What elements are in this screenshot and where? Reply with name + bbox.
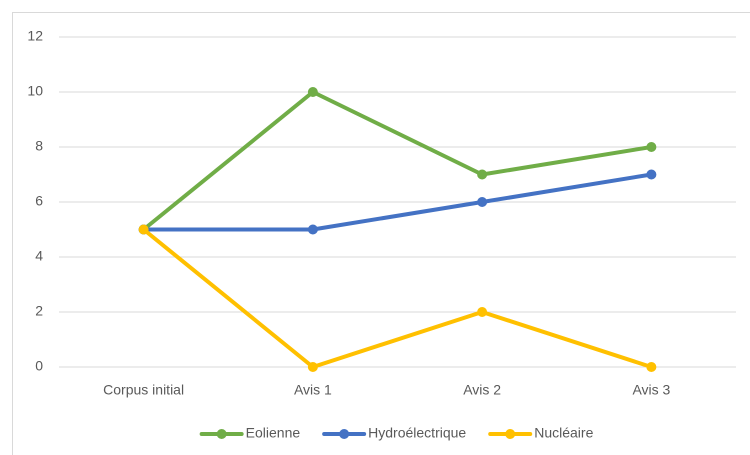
legend-symbol-marker — [505, 429, 516, 439]
x-tick-label: Avis 3 — [632, 382, 670, 398]
y-tick-label: 10 — [27, 83, 43, 99]
x-tick-label: Corpus initial — [103, 382, 184, 398]
legend-label: Nucléaire — [534, 425, 593, 441]
series-line — [141, 227, 654, 369]
point-marker — [477, 169, 488, 180]
legend: Eolienne Hydroélectrique Nucléaire — [199, 425, 594, 441]
y-tick-label: 6 — [35, 193, 43, 209]
point-marker — [646, 142, 657, 152]
legend-symbol-marker — [339, 429, 350, 439]
x-tick-label: Avis 2 — [463, 382, 501, 398]
point-marker — [307, 362, 318, 372]
legend-label: Eolienne — [246, 425, 301, 441]
x-tick-label: Avis 1 — [294, 382, 332, 398]
y-tick-label: 2 — [35, 303, 43, 319]
y-tick-label: 8 — [35, 138, 43, 154]
point-marker — [646, 362, 657, 372]
point-marker — [477, 197, 488, 207]
series-line — [141, 90, 654, 232]
y-tick-label: 12 — [27, 28, 43, 44]
point-marker — [477, 307, 488, 317]
point-marker — [646, 169, 657, 180]
chart-border — [12, 12, 750, 455]
legend-symbol-marker — [216, 429, 227, 439]
series-line — [141, 172, 654, 232]
point-marker — [138, 224, 149, 235]
y-tick-label: 0 — [35, 358, 43, 374]
point-marker — [307, 87, 318, 97]
y-tick-label: 4 — [35, 248, 43, 264]
point-marker — [307, 224, 318, 235]
legend-label: Hydroélectrique — [368, 425, 466, 441]
